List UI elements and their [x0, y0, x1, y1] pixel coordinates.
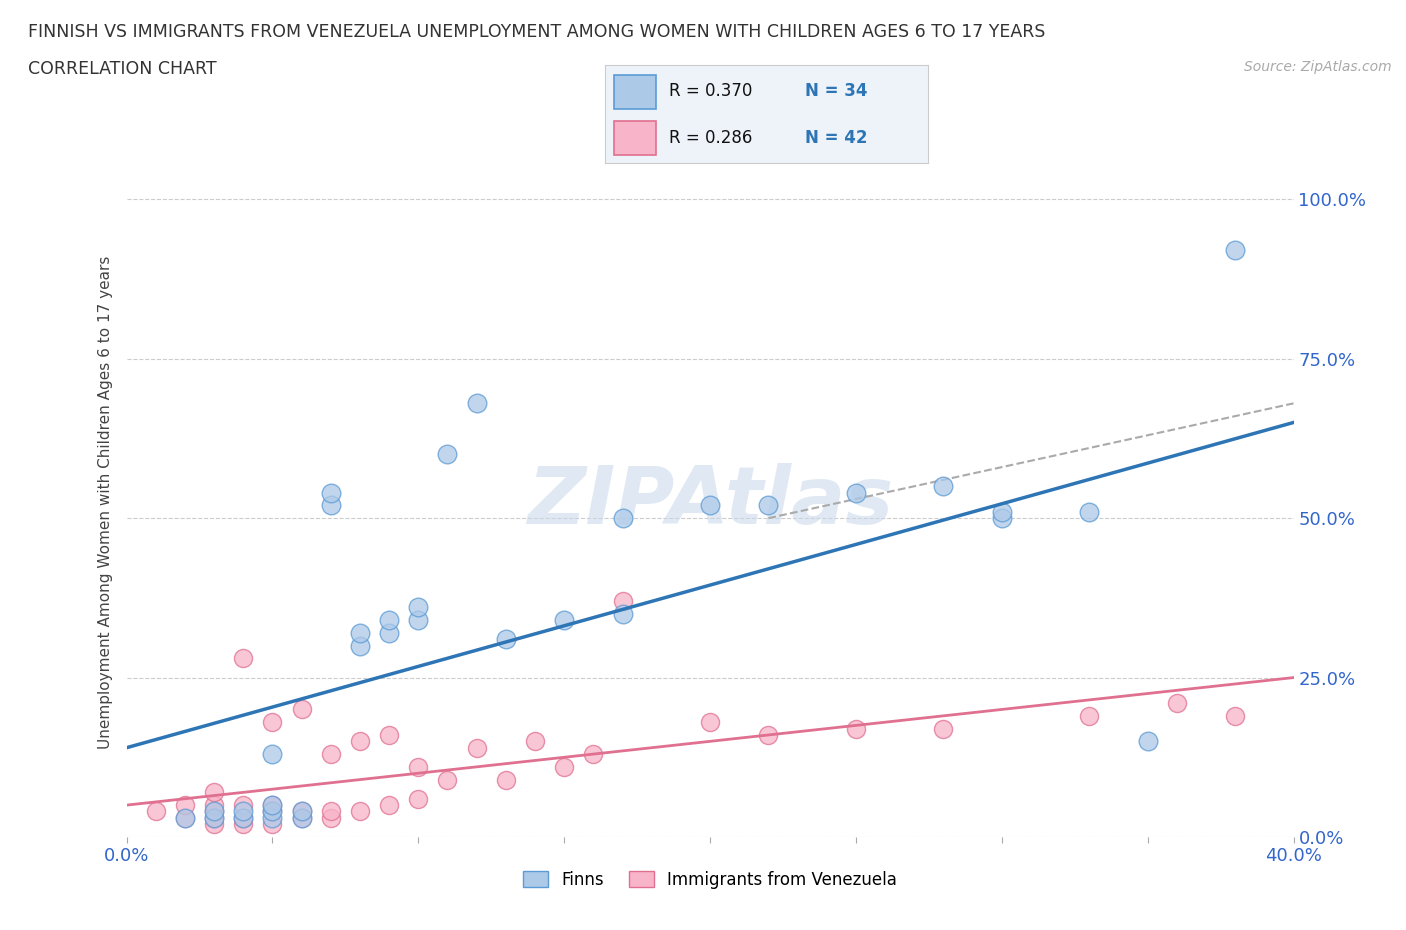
Point	[436, 772, 458, 787]
Point	[232, 804, 254, 819]
Point	[553, 613, 575, 628]
Point	[202, 817, 225, 831]
FancyBboxPatch shape	[614, 75, 657, 109]
Text: R = 0.286: R = 0.286	[669, 129, 752, 147]
Point	[232, 810, 254, 825]
Point	[349, 638, 371, 653]
Point	[1166, 696, 1188, 711]
Point	[290, 810, 312, 825]
Point	[436, 447, 458, 462]
Point	[756, 498, 779, 512]
Point	[1078, 709, 1101, 724]
Point	[262, 747, 284, 762]
Point	[408, 613, 430, 628]
Point	[202, 798, 225, 813]
Point	[408, 791, 430, 806]
Point	[262, 817, 284, 831]
Point	[932, 479, 955, 494]
Point	[349, 626, 371, 641]
Text: N = 42: N = 42	[806, 129, 868, 147]
Point	[262, 798, 284, 813]
Point	[349, 804, 371, 819]
Point	[174, 798, 197, 813]
Text: R = 0.370: R = 0.370	[669, 83, 752, 100]
Point	[1223, 709, 1246, 724]
Point	[845, 485, 868, 500]
Point	[174, 810, 197, 825]
Point	[378, 626, 401, 641]
Point	[319, 810, 342, 825]
Point	[845, 721, 868, 736]
Point	[465, 740, 488, 755]
Point	[932, 721, 955, 736]
Point	[378, 727, 401, 742]
Point	[202, 804, 225, 819]
Point	[202, 810, 225, 825]
Legend: Finns, Immigrants from Venezuela: Finns, Immigrants from Venezuela	[516, 864, 904, 896]
Point	[582, 747, 605, 762]
Point	[262, 715, 284, 730]
Point	[290, 810, 312, 825]
Point	[202, 810, 225, 825]
Point	[1078, 504, 1101, 519]
Point	[612, 593, 634, 608]
Point	[290, 804, 312, 819]
Point	[408, 760, 430, 775]
Point	[1223, 243, 1246, 258]
Point	[465, 396, 488, 411]
Text: Source: ZipAtlas.com: Source: ZipAtlas.com	[1244, 60, 1392, 74]
Point	[699, 498, 721, 512]
Point	[699, 715, 721, 730]
Point	[378, 613, 401, 628]
Y-axis label: Unemployment Among Women with Children Ages 6 to 17 years: Unemployment Among Women with Children A…	[98, 256, 114, 749]
Point	[319, 485, 342, 500]
Text: FINNISH VS IMMIGRANTS FROM VENEZUELA UNEMPLOYMENT AMONG WOMEN WITH CHILDREN AGES: FINNISH VS IMMIGRANTS FROM VENEZUELA UNE…	[28, 23, 1046, 41]
Point	[262, 798, 284, 813]
Point	[290, 702, 312, 717]
Point	[756, 727, 779, 742]
Point	[553, 760, 575, 775]
Point	[232, 817, 254, 831]
Point	[290, 804, 312, 819]
Point	[495, 631, 517, 646]
Point	[408, 600, 430, 615]
Point	[232, 810, 254, 825]
Point	[145, 804, 167, 819]
Point	[524, 734, 547, 749]
Point	[612, 606, 634, 621]
FancyBboxPatch shape	[614, 121, 657, 155]
Point	[378, 798, 401, 813]
Point	[319, 804, 342, 819]
Point	[990, 511, 1012, 525]
Point	[174, 810, 197, 825]
Point	[262, 804, 284, 819]
Text: CORRELATION CHART: CORRELATION CHART	[28, 60, 217, 78]
Point	[262, 810, 284, 825]
Point	[319, 498, 342, 512]
Point	[262, 804, 284, 819]
Point	[319, 747, 342, 762]
Point	[990, 504, 1012, 519]
Point	[612, 511, 634, 525]
Point	[349, 734, 371, 749]
Point	[1136, 734, 1159, 749]
Point	[232, 651, 254, 666]
Point	[202, 804, 225, 819]
Text: N = 34: N = 34	[806, 83, 868, 100]
Point	[232, 798, 254, 813]
Text: ZIPAtlas: ZIPAtlas	[527, 463, 893, 541]
Point	[495, 772, 517, 787]
Point	[202, 785, 225, 800]
